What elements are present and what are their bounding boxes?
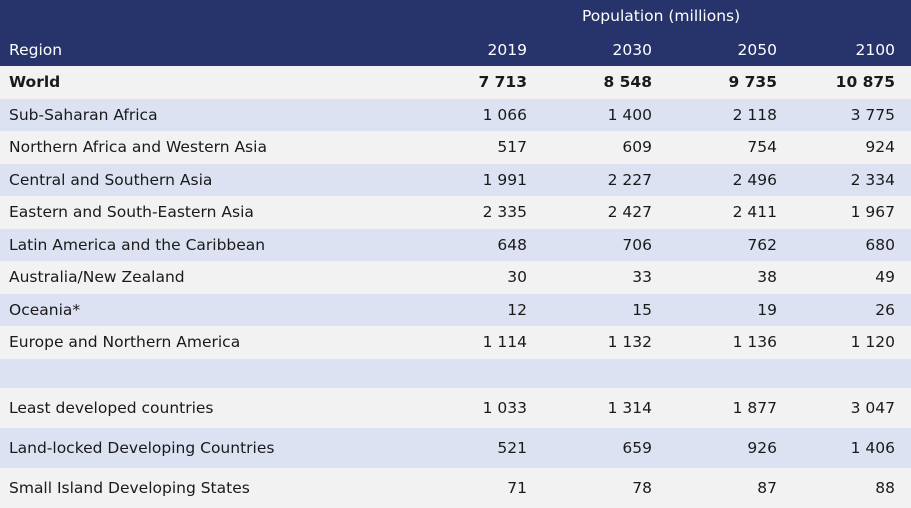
table-row: Least developed countries 1 033 1 314 1 … <box>0 387 911 428</box>
column-header-2050: 2050 <box>737 40 777 59</box>
value-cell-2019: 1 114 <box>482 333 527 352</box>
value-cell-2100: 1 967 <box>850 203 895 222</box>
value-cell-2100: 88 <box>875 478 895 497</box>
value-cell-2019: 517 <box>497 138 527 157</box>
table-row: Europe and Northern America 1 114 1 132 … <box>0 326 911 359</box>
value-cell-2100: 1 120 <box>850 333 895 352</box>
value-cell-2050: 2 118 <box>732 105 777 124</box>
region-cell: Northern Africa and Western Asia <box>9 138 267 157</box>
value-cell-2050: 926 <box>747 438 777 457</box>
value-cell-2019: 1 066 <box>482 105 527 124</box>
value-cell-2050: 9 735 <box>728 73 777 92</box>
value-cell-2050: 19 <box>757 300 777 319</box>
table-row: Central and Southern Asia 1 991 2 227 2 … <box>0 163 911 196</box>
table-row: Latin America and the Caribbean 648 706 … <box>0 228 911 261</box>
value-cell-2030: 1 132 <box>607 333 652 352</box>
column-header-region: Region <box>9 40 63 59</box>
value-cell-2019: 521 <box>497 438 527 457</box>
value-cell-2050: 87 <box>757 478 777 497</box>
column-header-2100: 2100 <box>855 40 895 59</box>
value-cell-2030: 78 <box>632 478 652 497</box>
value-cell-2050: 1 877 <box>732 398 777 417</box>
value-cell-2100: 26 <box>875 300 895 319</box>
value-cell-2019: 1 991 <box>482 170 527 189</box>
value-cell-2019: 7 713 <box>478 73 527 92</box>
region-cell: Eastern and South-Eastern Asia <box>9 203 254 222</box>
value-cell-2019: 71 <box>507 478 527 497</box>
region-cell: Small Island Developing States <box>9 478 250 497</box>
header-group-row: Population (millions) <box>0 0 911 33</box>
region-cell: Central and Southern Asia <box>9 170 213 189</box>
table-row: Australia/New Zealand 30 33 38 49 <box>0 261 911 294</box>
value-cell-2050: 2 411 <box>732 203 777 222</box>
value-cell-2030: 659 <box>622 438 652 457</box>
value-cell-2030: 1 314 <box>607 398 652 417</box>
value-cell-2019: 2 335 <box>482 203 527 222</box>
value-cell-2100: 2 334 <box>850 170 895 189</box>
value-cell-2100: 1 406 <box>850 438 895 457</box>
value-cell-2019: 12 <box>507 300 527 319</box>
section-spacer-row <box>0 358 911 388</box>
value-cell-2030: 2 227 <box>607 170 652 189</box>
value-cell-2030: 609 <box>622 138 652 157</box>
region-cell: Oceania* <box>9 300 81 319</box>
region-cell: Least developed countries <box>9 398 214 417</box>
column-header-2019: 2019 <box>487 40 527 59</box>
value-cell-2100: 680 <box>865 235 895 254</box>
region-cell: Australia/New Zealand <box>9 268 185 287</box>
value-cell-2030: 1 400 <box>607 105 652 124</box>
table-row: Eastern and South-Eastern Asia 2 335 2 4… <box>0 196 911 229</box>
value-cell-2030: 33 <box>632 268 652 287</box>
value-cell-2100: 3 775 <box>850 105 895 124</box>
table-row: Northern Africa and Western Asia 517 609… <box>0 131 911 164</box>
value-cell-2100: 49 <box>875 268 895 287</box>
value-cell-2019: 648 <box>497 235 527 254</box>
region-cell: Europe and Northern America <box>9 333 241 352</box>
column-header-2030: 2030 <box>612 40 652 59</box>
value-cell-2019: 30 <box>507 268 527 287</box>
table-row: Sub-Saharan Africa 1 066 1 400 2 118 3 7… <box>0 98 911 131</box>
table-row-world: World 7 713 8 548 9 735 10 875 <box>0 66 911 99</box>
table-row: Small Island Developing States 71 78 87 … <box>0 467 911 508</box>
value-cell-2050: 754 <box>747 138 777 157</box>
value-cell-2100: 3 047 <box>850 398 895 417</box>
region-cell: World <box>9 73 61 92</box>
table-header: Population (millions) Region 2019 2030 2… <box>0 0 911 66</box>
value-cell-2050: 38 <box>757 268 777 287</box>
value-cell-2100: 924 <box>865 138 895 157</box>
region-cell: Latin America and the Caribbean <box>9 235 266 254</box>
value-cell-2050: 2 496 <box>732 170 777 189</box>
table-row: Land-locked Developing Countries 521 659… <box>0 427 911 468</box>
table-row: Oceania* 12 15 19 26 <box>0 293 911 326</box>
value-cell-2030: 706 <box>622 235 652 254</box>
population-group-label: Population (millions) <box>582 7 741 25</box>
value-cell-2050: 762 <box>747 235 777 254</box>
header-column-row: Region 2019 2030 2050 2100 <box>0 33 911 66</box>
value-cell-2030: 15 <box>632 300 652 319</box>
value-cell-2050: 1 136 <box>732 333 777 352</box>
value-cell-2019: 1 033 <box>482 398 527 417</box>
value-cell-2030: 2 427 <box>607 203 652 222</box>
region-cell: Sub-Saharan Africa <box>9 105 158 124</box>
value-cell-2030: 8 548 <box>603 73 652 92</box>
value-cell-2100: 10 875 <box>835 73 895 92</box>
region-cell: Land-locked Developing Countries <box>9 438 275 457</box>
